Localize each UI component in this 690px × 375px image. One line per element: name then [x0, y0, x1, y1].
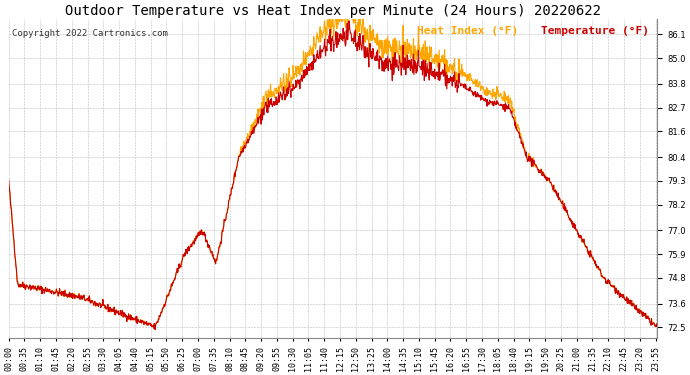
Text: Heat Index (°F): Heat Index (°F) — [417, 26, 519, 36]
Title: Outdoor Temperature vs Heat Index per Minute (24 Hours) 20220622: Outdoor Temperature vs Heat Index per Mi… — [65, 4, 601, 18]
Text: Temperature (°F): Temperature (°F) — [540, 26, 649, 36]
Text: Copyright 2022 Cartronics.com: Copyright 2022 Cartronics.com — [12, 29, 168, 38]
